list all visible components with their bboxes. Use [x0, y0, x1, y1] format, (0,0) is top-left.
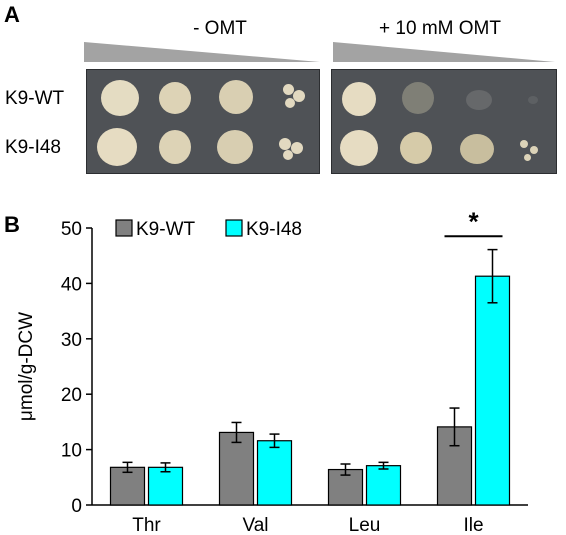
colony-spot [342, 82, 376, 116]
x-tick-label: Leu [349, 515, 381, 535]
bar-k9-i48-ile [474, 275, 511, 506]
bar-k9-i48-val [256, 440, 293, 506]
bar-k9-i48-leu [365, 465, 402, 506]
x-tick-label: Ile [463, 515, 483, 535]
bar-k9-wt-val [218, 431, 255, 506]
colony-spot [400, 132, 432, 164]
y-axis-label: μmol/g-DCW [16, 312, 37, 421]
x-tick-label: Thr [132, 515, 161, 535]
colony-dot [293, 90, 305, 102]
colony-spot [159, 82, 191, 114]
plate-omt [331, 69, 557, 174]
colony-spot [340, 130, 378, 166]
colony-spot-faint [466, 90, 492, 110]
colony-dot [285, 98, 295, 108]
y-tick-label: 0 [71, 496, 82, 517]
colony-dot [291, 142, 303, 154]
strain-label-i48: K9-I48 [5, 137, 61, 158]
colony-spot [101, 80, 139, 116]
significance-marker: * [468, 206, 479, 236]
strain-label-wt: K9-WT [5, 88, 65, 109]
colony-dot [283, 150, 293, 160]
y-tick-label: 50 [61, 219, 82, 240]
legend-swatch-k9-wt [115, 219, 133, 237]
y-tick-label: 10 [61, 441, 82, 462]
bar-k9-i48-thr [147, 466, 184, 506]
colony-dot [520, 140, 528, 148]
legend-label-k9-wt: K9-WT [136, 219, 196, 240]
colony-spot [159, 130, 191, 164]
colony-spot-faint [528, 96, 538, 104]
colony-spot [217, 130, 253, 164]
bar-chart: 0 10 20 30 40 50 μmol/g-DCW Thr Val Leu Ile * K9-W… [16, 206, 528, 535]
colony-spot [460, 134, 494, 164]
colony-dot [279, 138, 291, 150]
colony-dot [530, 146, 538, 154]
condition-title-no-omt: - OMT [193, 18, 247, 39]
plate-no-omt [86, 69, 320, 174]
y-tick-label: 40 [61, 274, 82, 295]
colony-dot [283, 84, 294, 95]
dilution-wedge-left [84, 42, 320, 62]
y-tick-label: 30 [61, 330, 82, 351]
panel-letter-a: A [4, 2, 20, 27]
condition-title-omt: + 10 mM OMT [379, 18, 501, 39]
legend-swatch-k9-i48 [225, 219, 243, 237]
panel-letter-b: B [4, 212, 20, 237]
y-tick-label: 20 [61, 385, 82, 406]
legend-label-k9-i48: K9-I48 [246, 219, 302, 240]
colony-spot [219, 80, 253, 114]
colony-spot [97, 128, 137, 166]
colony-spot-sparse [402, 82, 434, 114]
x-tick-label: Val [242, 515, 268, 535]
dilution-wedge-right [333, 42, 555, 62]
colony-dot [524, 154, 531, 161]
